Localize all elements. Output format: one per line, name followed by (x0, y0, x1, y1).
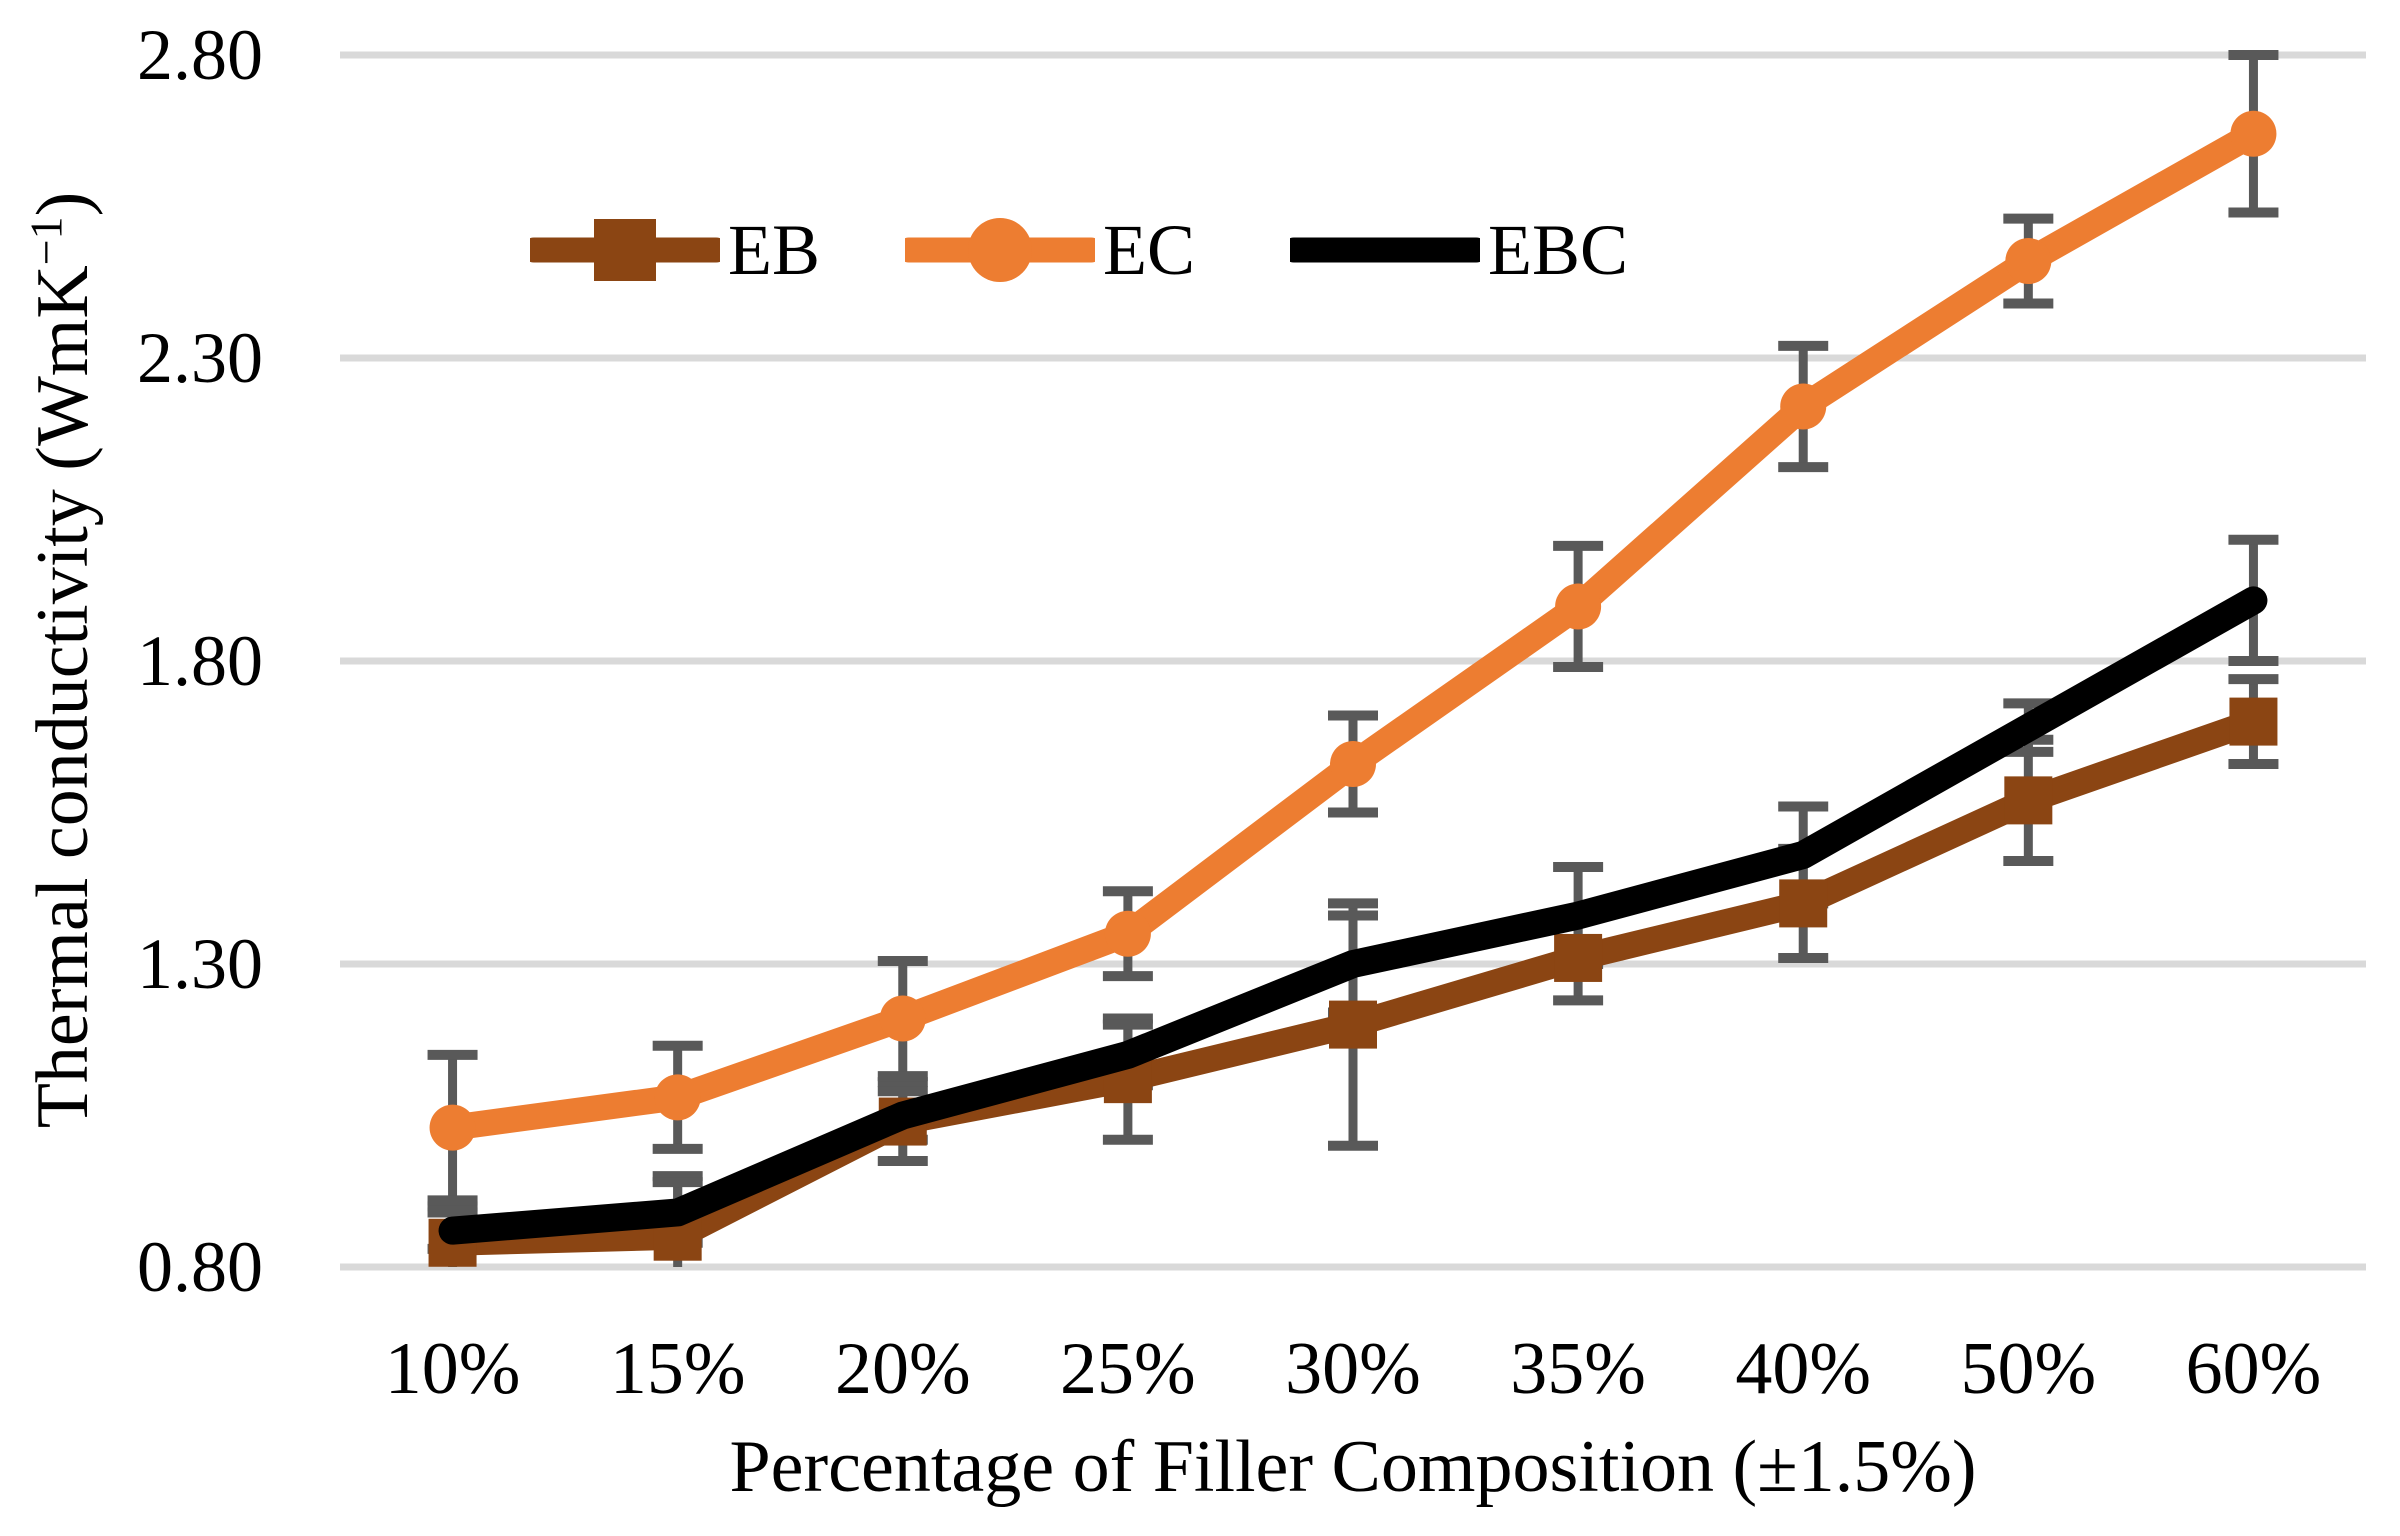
marker-circle-EC (2230, 110, 2277, 157)
x-tick-label: 50% (1960, 1328, 2097, 1410)
legend-label-EC: EC (1103, 210, 1196, 290)
marker-circle-EC (1780, 383, 1827, 430)
x-tick-label: 10% (384, 1328, 521, 1410)
marker-circle-EC (1104, 910, 1151, 957)
x-tick-label: 60% (2185, 1328, 2322, 1410)
legend-label-EB: EB (728, 210, 821, 290)
legend-marker-EC-icon (905, 218, 1095, 282)
marker-square-EB (1329, 1000, 1377, 1049)
legend-marker-EBC-icon (1290, 237, 1480, 263)
legend-label-EBC: EBC (1488, 210, 1629, 290)
marker-circle-EC (429, 1104, 476, 1151)
x-tick-label: 35% (1510, 1328, 1646, 1410)
marker-circle-EC (1555, 583, 1602, 630)
x-tick-label: 30% (1285, 1328, 1421, 1410)
marker-circle-EC (2005, 238, 2052, 285)
y-tick-label: 1.30 (137, 924, 263, 1004)
marker-square-EB (1554, 933, 1603, 982)
y-axis-title-text: Thermal conductivity (WmK (22, 265, 104, 1129)
legend-marker-EB-icon (530, 219, 720, 281)
marker-circle-EC (1330, 741, 1376, 788)
y-axis-title-suffix: ) (22, 191, 104, 217)
legend-item-EC: EC (905, 212, 1195, 288)
x-tick-label: 40% (1735, 1328, 1872, 1410)
x-tick-label: 20% (834, 1328, 971, 1410)
y-tick-label: 1.80 (137, 621, 263, 701)
x-tick-label: 15% (609, 1328, 746, 1410)
marker-square-EB (1779, 879, 1828, 928)
marker-circle-EC (879, 995, 926, 1042)
y-axis-title-superscript: −1 (20, 216, 72, 266)
marker-square-EB (2229, 697, 2278, 746)
legend-item-EBC: EBC (1290, 212, 1628, 288)
legend-item-EB: EB (530, 212, 820, 288)
marker-circle-EC (654, 1074, 701, 1121)
y-tick-label: 2.30 (137, 318, 263, 398)
series-line-EBC (438, 586, 2268, 1245)
x-axis-title: Percentage of Filler Composition (±1.5%) (729, 1426, 1977, 1508)
marker-square-EB (2004, 776, 2053, 825)
y-tick-label: 2.80 (137, 15, 263, 95)
x-tick-label: 25% (1060, 1328, 1196, 1410)
y-axis-title: Thermal conductivity (WmK−1) (20, 192, 104, 1129)
y-tick-label: 0.80 (137, 1227, 263, 1307)
